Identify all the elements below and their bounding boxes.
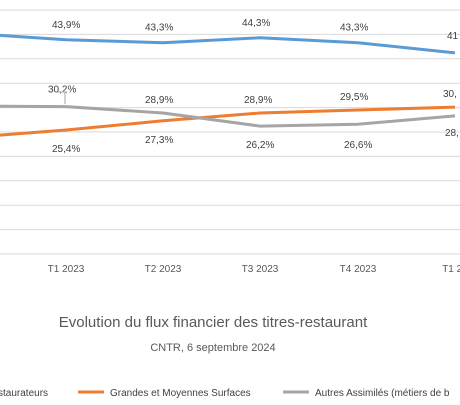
x-axis-ticks: T1 2023 T2 2023 T3 2023 T4 2023 T1 20 bbox=[48, 264, 460, 275]
x-tick-label: T3 2023 bbox=[242, 264, 279, 275]
data-label: 28, bbox=[445, 128, 459, 139]
data-label: 28,9% bbox=[244, 95, 272, 106]
data-label: 29,5% bbox=[340, 92, 368, 103]
legend-entry: staurateurs bbox=[0, 388, 48, 399]
data-label: 25,4% bbox=[52, 144, 80, 155]
data-label: 41 bbox=[447, 31, 459, 42]
x-tick-label: T4 2023 bbox=[340, 264, 377, 275]
chart-subtitle: CNTR, 6 septembre 2024 bbox=[150, 342, 275, 354]
data-label: 30,2% bbox=[48, 85, 76, 96]
legend-entry: Autres Assimilés (métiers de b bbox=[315, 388, 450, 399]
data-labels: 43,9% 43,3% 44,3% 43,3% 41 25,4% 27,3% 28,9% 29,… bbox=[48, 18, 459, 155]
x-tick-label: T1 2023 bbox=[48, 264, 85, 275]
series-line bbox=[0, 105, 456, 137]
x-tick-label: T1 20 bbox=[442, 264, 460, 275]
data-label: 26,6% bbox=[344, 140, 372, 151]
x-tick-label: T2 2023 bbox=[145, 264, 182, 275]
label-leader-line bbox=[58, 91, 66, 104]
legend-entry: Grandes et Moyennes Surfaces bbox=[110, 388, 251, 399]
data-label: 43,3% bbox=[145, 23, 173, 34]
data-label: 43,9% bbox=[52, 20, 80, 31]
data-label: 28,9% bbox=[145, 95, 173, 106]
series-line bbox=[0, 33, 456, 55]
data-label: 26,2% bbox=[246, 140, 274, 151]
series-lines bbox=[0, 33, 456, 137]
chart-title: Evolution du flux financier des titres-r… bbox=[59, 314, 368, 331]
series-line bbox=[0, 104, 456, 128]
data-label: 43,3% bbox=[340, 23, 368, 34]
data-label: 30, bbox=[443, 89, 457, 100]
data-label: 44,3% bbox=[242, 18, 270, 29]
data-label: 27,3% bbox=[145, 135, 173, 146]
legend: staurateurs Grandes et Moyennes Surfaces A… bbox=[0, 388, 450, 399]
